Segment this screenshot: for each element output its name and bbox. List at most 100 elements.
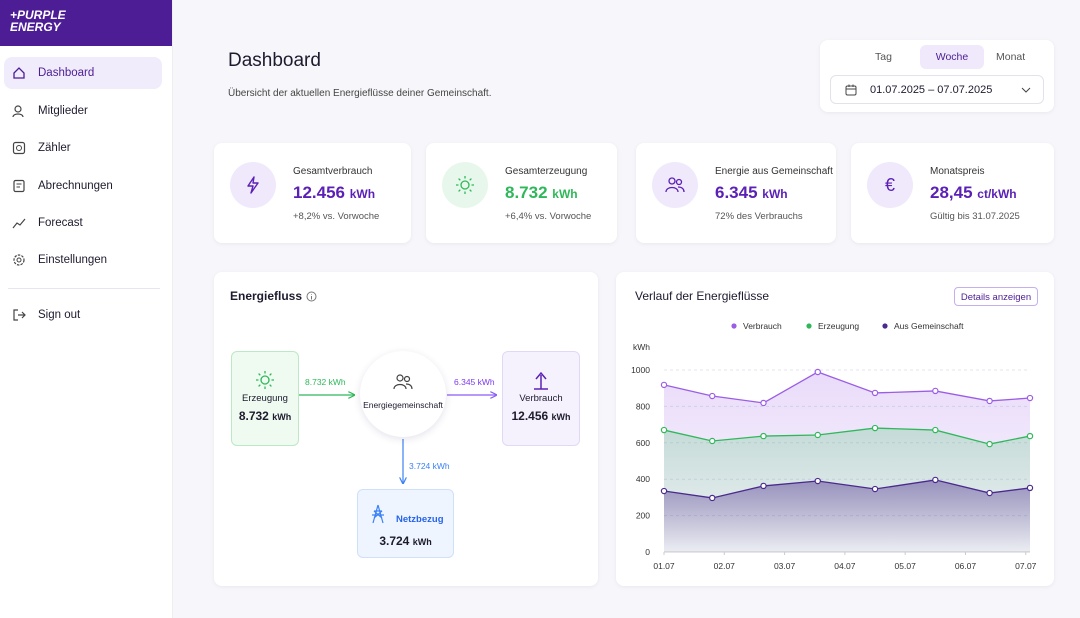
kpi-note: +8,2% vs. Vorwoche bbox=[293, 211, 380, 222]
nav-item[interactable]: Dashboard bbox=[4, 57, 162, 89]
kpi-icon bbox=[442, 162, 488, 208]
nav-item[interactable]: Einstellungen bbox=[4, 244, 162, 276]
point bbox=[814, 368, 821, 376]
nav-label: Sign out bbox=[38, 309, 81, 321]
point bbox=[871, 424, 879, 432]
kpi-card: Energie aus Gemeinschaft 6.345 kWh 72% des… bbox=[636, 143, 836, 243]
chevron bbox=[1021, 87, 1031, 93]
divider bbox=[8, 288, 160, 289]
chart-title: Verlauf der Energieflüsse bbox=[635, 289, 770, 303]
node-label: Netzbezug bbox=[396, 514, 444, 525]
kpi-unit: kWh bbox=[762, 187, 788, 201]
flow-card: Energiefluss 8.732 kWh 6.345 kWh 3.724 k… bbox=[214, 272, 598, 586]
point bbox=[871, 485, 879, 493]
icon bbox=[456, 176, 474, 194]
tab-active[interactable]: Woche bbox=[920, 45, 984, 69]
logo-block: +PURPLE ENERGY bbox=[0, 0, 172, 46]
kpi-card: Gesamtverbrauch 12.456 kWh +8,2% vs. Vorwo… bbox=[214, 143, 411, 243]
point bbox=[709, 494, 716, 502]
x-tick-label: 02.07 bbox=[714, 561, 736, 571]
kpi-note: 72% des Verbrauchs bbox=[715, 211, 803, 222]
sun-icon bbox=[256, 371, 274, 389]
logo-line: +PURPLE bbox=[10, 8, 66, 22]
kpi-value-row: 12.456 kWh bbox=[293, 183, 375, 203]
line bbox=[663, 427, 1031, 445]
icon: € bbox=[885, 175, 895, 195]
info-icon[interactable] bbox=[306, 291, 317, 302]
nav-label: Abrechnungen bbox=[38, 180, 113, 192]
point bbox=[660, 381, 668, 389]
point bbox=[932, 426, 939, 434]
y-tick-label: 1000 bbox=[631, 365, 650, 375]
details-button[interactable]: Details anzeigen bbox=[954, 287, 1038, 306]
icon bbox=[13, 67, 25, 79]
legend-marker bbox=[731, 323, 737, 329]
flow-node: Energiegemeinschaft bbox=[360, 351, 446, 437]
tab[interactable]: Tag bbox=[875, 51, 892, 63]
node-unit: kWh bbox=[272, 412, 292, 422]
icon bbox=[665, 177, 685, 193]
x-tick-label: 07.07 bbox=[1015, 561, 1037, 571]
y-tick-label: 200 bbox=[636, 511, 650, 521]
nav-label: Forecast bbox=[38, 217, 83, 229]
flow-node: Verbrauch 12.456 kWh bbox=[502, 351, 580, 446]
nav-item[interactable]: Sign out bbox=[4, 299, 162, 331]
date-range-picker[interactable]: 01.07.2025 – 07.07.2025 bbox=[830, 75, 1044, 104]
kpi-label: Gesamterzeugung bbox=[505, 166, 588, 177]
kpi-unit: kWh bbox=[349, 187, 376, 201]
logo[interactable]: +PURPLE ENERGY bbox=[10, 9, 66, 33]
page-title: Dashboard bbox=[228, 50, 321, 71]
calendar-icon bbox=[845, 84, 857, 96]
icon bbox=[13, 179, 25, 193]
y-tick-label: 400 bbox=[636, 474, 650, 484]
icon bbox=[13, 254, 25, 266]
point bbox=[814, 431, 821, 439]
y-tick-label: 800 bbox=[636, 401, 650, 411]
node-unit: kWh bbox=[551, 412, 571, 422]
x-tick-label: 01.07 bbox=[653, 561, 675, 571]
kpi-value-row: 6.345 kWh bbox=[715, 183, 788, 203]
x-tick-label: 06.07 bbox=[955, 561, 977, 571]
point bbox=[1026, 484, 1034, 492]
kpi-value: 12.456 bbox=[293, 183, 345, 202]
node-value: 3.724 bbox=[379, 534, 410, 548]
line bbox=[663, 371, 1031, 404]
nav-label: Einstellungen bbox=[38, 254, 108, 266]
page-subtitle: Übersicht der aktuellen Energieflüsse de… bbox=[228, 88, 492, 99]
icon bbox=[13, 309, 26, 321]
kpi-value: 28,45 bbox=[930, 183, 973, 202]
node-label: Energiegemeinschaft bbox=[363, 400, 443, 410]
kpi-note: +6,4% vs. Vorwoche bbox=[505, 211, 592, 222]
x-tick-label: 05.07 bbox=[895, 561, 917, 571]
point bbox=[660, 487, 668, 495]
point bbox=[709, 437, 716, 445]
icon bbox=[12, 105, 24, 118]
point bbox=[932, 387, 939, 395]
nav-item[interactable]: Abrechnungen bbox=[4, 170, 162, 202]
kpi-card: Gesamterzeugung 8.732 kWh +6,4% vs. Vorwoc… bbox=[426, 143, 617, 243]
legend-marker bbox=[882, 323, 888, 329]
nav-item[interactable]: Zähler bbox=[4, 132, 162, 164]
point bbox=[660, 426, 668, 434]
kpi-label: Energie aus Gemeinschaft bbox=[715, 166, 833, 177]
line bbox=[663, 479, 1031, 499]
y-tick-label: 600 bbox=[636, 438, 650, 448]
nav-label: Dashboard bbox=[38, 67, 95, 79]
node-label: Verbrauch bbox=[519, 393, 563, 404]
people-icon bbox=[393, 374, 413, 390]
node-value: 12.456 bbox=[511, 409, 549, 423]
icon bbox=[247, 176, 259, 194]
point bbox=[1026, 394, 1034, 402]
nav-item[interactable]: Forecast bbox=[4, 207, 162, 239]
kpi-icon bbox=[652, 162, 698, 208]
consumption-icon bbox=[534, 371, 548, 390]
tab[interactable]: Monat bbox=[996, 51, 1026, 63]
nav-label: Zähler bbox=[38, 142, 71, 154]
point bbox=[760, 432, 767, 440]
point bbox=[932, 476, 939, 484]
legend-label: Erzeugung bbox=[818, 321, 859, 331]
nav-item[interactable]: Mitglieder bbox=[4, 95, 162, 127]
point bbox=[760, 399, 767, 407]
point bbox=[814, 477, 821, 485]
flow-node: Netzbezug 3.724 kWh bbox=[357, 489, 454, 558]
